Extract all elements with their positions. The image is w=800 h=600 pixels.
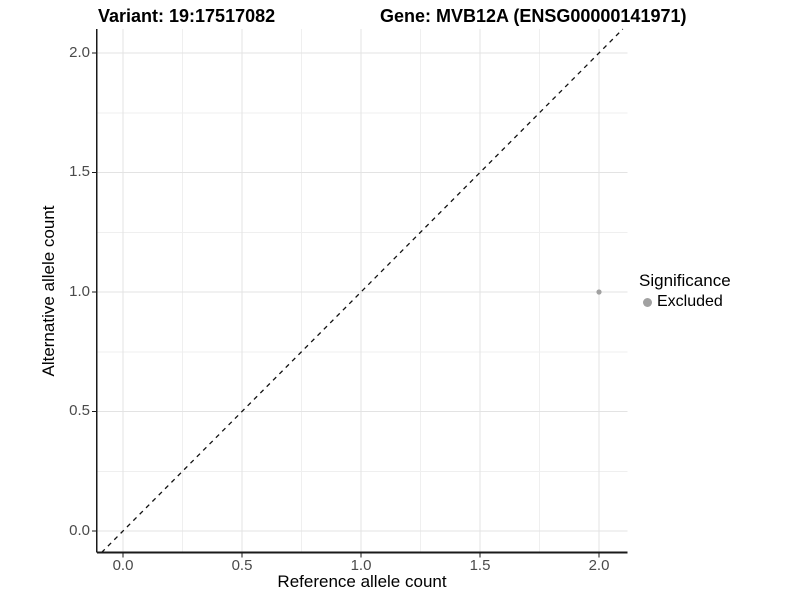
y-tick-label-1: 0.5 [69,402,90,419]
legend-point-icon [643,297,652,307]
x-tick-label-3: 1.5 [469,557,491,574]
identity-dashed-line [101,28,624,553]
data-point [596,289,602,295]
x-axis-title: Reference allele count [277,572,447,591]
x-tick-label-1: 0.5 [231,557,253,574]
legend-item-excluded: Excluded [643,293,723,311]
title-gene: Gene: MVB12A (ENSG00000141971) [380,6,687,26]
x-tick-label-2: 1.0 [350,557,372,574]
y-tick-label-4: 2.0 [69,44,90,61]
x-tick-label-4: 2.0 [588,557,610,574]
y-tick-label-2: 1.0 [69,283,90,300]
legend-title: Significance [639,271,731,290]
x-tick-label-0: 0.0 [112,557,134,574]
legend-item-label: Excluded [657,293,723,310]
y-tick-label-0: 0.0 [69,522,90,539]
y-tick-label-3: 1.5 [69,163,90,180]
title-variant: Variant: 19:17517082 [98,6,276,26]
